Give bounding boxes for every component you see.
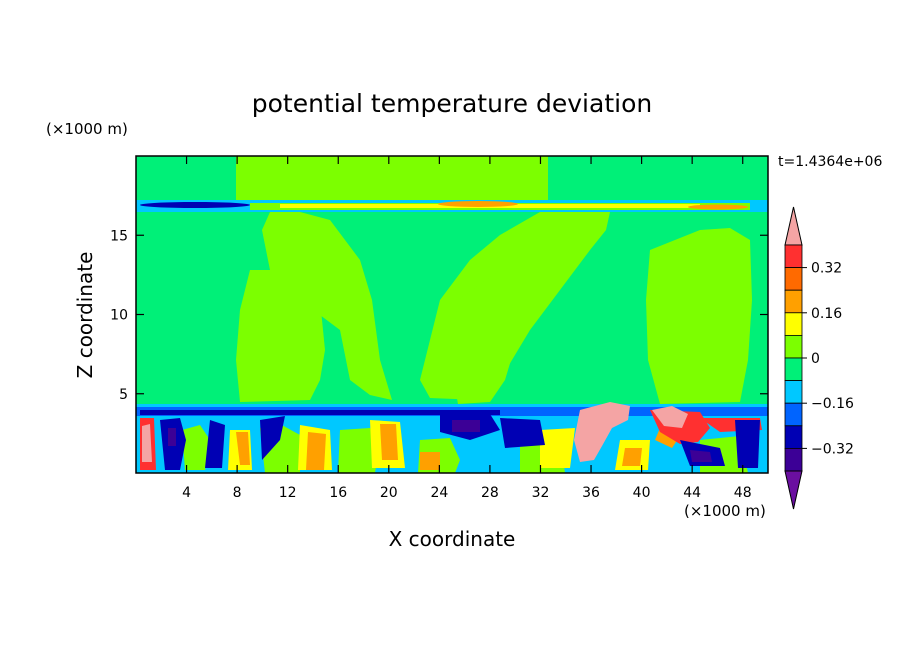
upper-layer-blue xyxy=(140,202,250,208)
colorbar-tick-label: 0.16 xyxy=(811,306,842,322)
colorbar-bottom-arrow xyxy=(784,470,803,510)
boundary-pink-patches xyxy=(142,402,688,462)
colorbar-top-arrow xyxy=(784,206,803,246)
boundary-top-navy xyxy=(140,410,500,415)
boundary-red-patches xyxy=(140,410,762,470)
x-tick-label: 8 xyxy=(233,485,242,501)
boundary-yellow-patches xyxy=(228,420,650,470)
y-tick-label: 5 xyxy=(119,387,128,403)
plot-area xyxy=(136,156,768,473)
y-tick-label: 10 xyxy=(110,308,128,324)
x-unit-label: (×1000 m) xyxy=(684,502,766,520)
y-unit-label: (×1000 m) xyxy=(46,120,128,138)
x-tick-label: 20 xyxy=(380,485,398,501)
colorbar-tick-label: 0.32 xyxy=(811,261,842,277)
colorbar-swatch xyxy=(784,244,803,269)
upper-layer-orange-right xyxy=(688,204,748,210)
chart-title: potential temperature deviation xyxy=(252,89,652,118)
colorbar-swatch xyxy=(784,357,803,382)
colorbar-swatch xyxy=(784,447,803,472)
upper-layer-orange xyxy=(438,201,518,207)
x-tick-label: 44 xyxy=(683,485,701,501)
x-tick-label: 24 xyxy=(430,485,448,501)
colorbar: 0.32 0.16 0 −0.16 −0.32 xyxy=(784,206,854,510)
x-tick-label: 36 xyxy=(582,485,600,501)
x-tick-label: 4 xyxy=(182,485,191,501)
colorbar-swatch xyxy=(784,402,803,427)
boundary-orange-patches xyxy=(236,424,680,470)
field-light-green-mid xyxy=(450,270,520,404)
x-tick-label: 32 xyxy=(532,485,550,501)
x-axis: 4 8 12 16 20 24 28 32 36 40 44 48 xyxy=(182,156,752,501)
colorbar-swatch xyxy=(784,334,803,359)
y-axis: 5 10 15 xyxy=(110,228,768,403)
colorbar-swatch xyxy=(784,267,803,291)
x-tick-label: 16 xyxy=(329,485,347,501)
x-axis-label: X coordinate xyxy=(389,527,516,551)
boundary-green-patches xyxy=(182,424,748,473)
x-tick-label: 28 xyxy=(481,485,499,501)
colorbar-tick-label: −0.32 xyxy=(811,441,854,457)
colorbar-swatch xyxy=(784,380,803,404)
field-light-green-right xyxy=(646,228,752,404)
colorbar-swatch xyxy=(784,312,803,336)
y-tick-label: 15 xyxy=(110,228,128,244)
time-label: t=1.4364e+06 xyxy=(778,154,882,170)
colorbar-tick-label: 0 xyxy=(811,351,820,367)
colorbar-swatch xyxy=(784,425,803,449)
x-tick-label: 12 xyxy=(279,485,297,501)
x-tick-label: 48 xyxy=(734,485,752,501)
colorbar-tick-label: −0.16 xyxy=(811,396,854,412)
y-axis-label: Z coordinate xyxy=(73,252,97,379)
field-light-green-left xyxy=(236,270,325,402)
colorbar-swatch xyxy=(784,289,803,314)
x-tick-label: 40 xyxy=(633,485,651,501)
